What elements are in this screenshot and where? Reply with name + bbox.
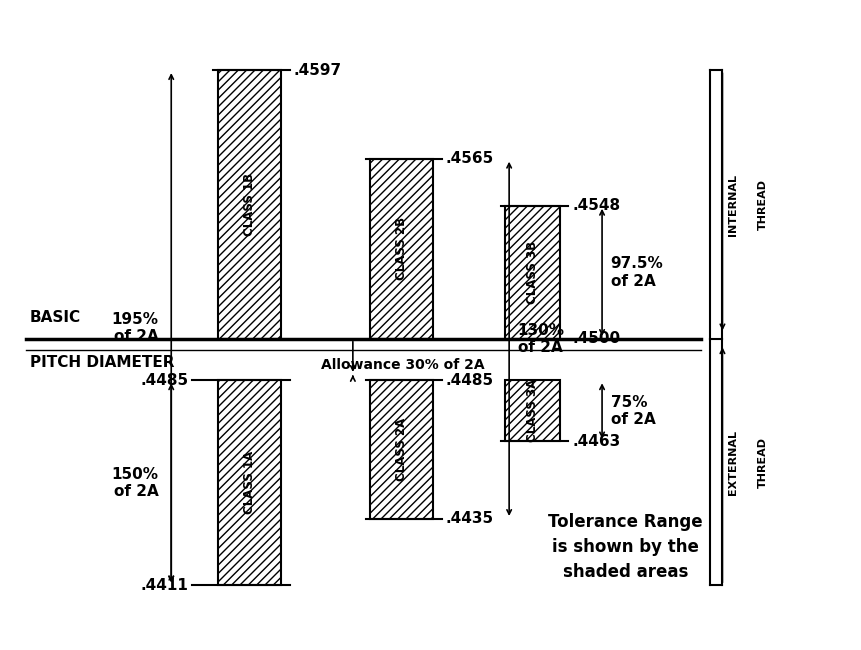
Text: 97.5%
of 2A: 97.5% of 2A — [610, 256, 662, 289]
Text: .4565: .4565 — [445, 151, 493, 166]
Text: CLASS 1B: CLASS 1B — [243, 173, 256, 236]
Bar — [218, 70, 281, 339]
Text: .4485: .4485 — [445, 373, 493, 388]
Text: .4548: .4548 — [572, 198, 620, 213]
Text: .4485: .4485 — [139, 373, 188, 388]
Text: THREAD: THREAD — [757, 437, 766, 488]
Text: .4411: .4411 — [140, 578, 188, 593]
Text: 195%
of 2A: 195% of 2A — [111, 311, 158, 344]
Bar — [369, 159, 432, 339]
Text: .4597: .4597 — [294, 62, 342, 78]
Text: CLASS 2A: CLASS 2A — [394, 418, 407, 481]
Text: Allowance 30% of 2A: Allowance 30% of 2A — [321, 358, 484, 372]
Bar — [505, 206, 559, 339]
Text: .4463: .4463 — [572, 434, 620, 448]
Text: .4500: .4500 — [572, 332, 620, 346]
Text: 130%
of 2A: 130% of 2A — [517, 322, 564, 355]
Bar — [369, 380, 432, 519]
Text: INTERNAL: INTERNAL — [728, 174, 737, 235]
Text: 150%
of 2A: 150% of 2A — [111, 467, 158, 499]
Text: CLASS 3B: CLASS 3B — [525, 240, 538, 304]
Text: BASIC: BASIC — [29, 310, 81, 325]
Text: THREAD: THREAD — [757, 179, 766, 230]
Text: CLASS 2B: CLASS 2B — [394, 217, 407, 280]
Text: .4435: .4435 — [445, 512, 493, 526]
Text: CLASS 1A: CLASS 1A — [243, 451, 256, 515]
Text: CLASS 3A: CLASS 3A — [525, 379, 538, 443]
Text: 75%
of 2A: 75% of 2A — [610, 395, 654, 427]
Text: Tolerance Range
is shown by the
shaded areas: Tolerance Range is shown by the shaded a… — [548, 513, 702, 580]
Bar — [505, 380, 559, 441]
Bar — [218, 380, 281, 586]
Text: PITCH DIAMETER: PITCH DIAMETER — [29, 356, 174, 370]
Text: EXTERNAL: EXTERNAL — [728, 430, 737, 495]
